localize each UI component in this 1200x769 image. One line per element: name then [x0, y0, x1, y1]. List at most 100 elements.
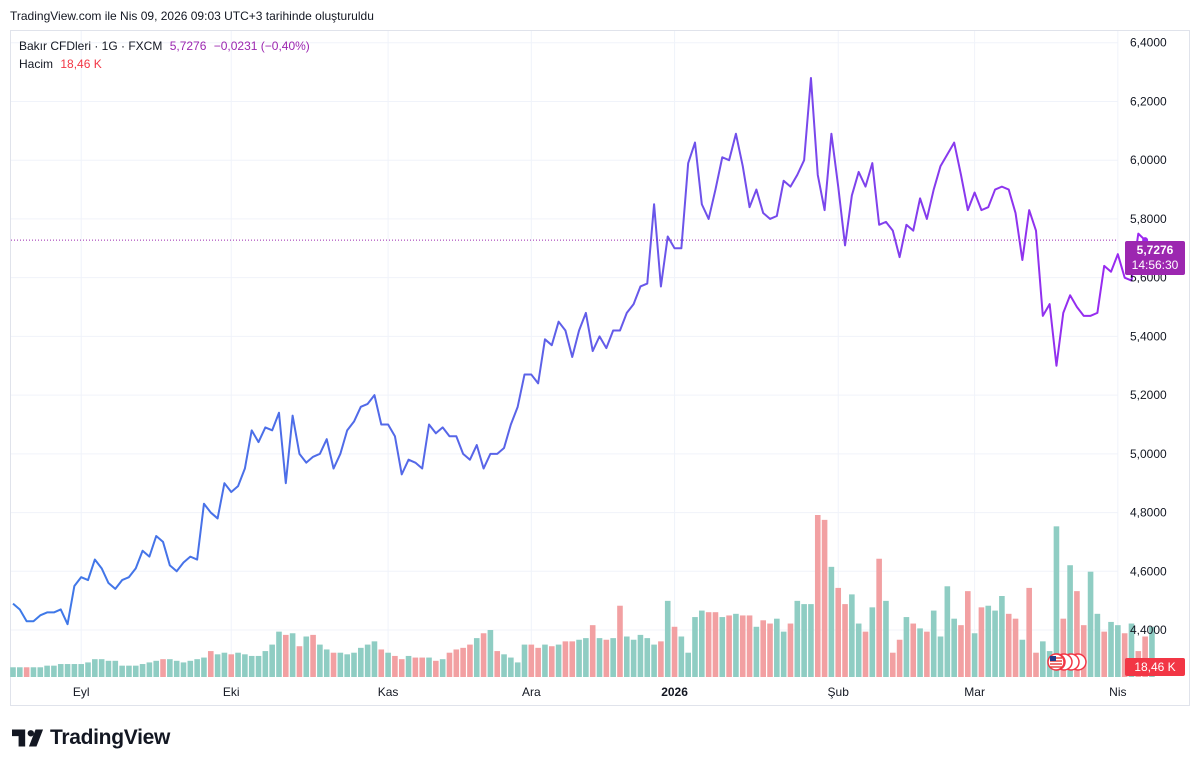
volume-bar: [678, 636, 685, 677]
x-tick-label: Eki: [223, 685, 240, 699]
volume-bar: [398, 659, 405, 677]
volume-bar: [10, 667, 16, 677]
volume-bar: [719, 617, 726, 677]
flag-canton: [1050, 656, 1056, 661]
chart-frame: [10, 30, 1190, 706]
volume-bar: [780, 631, 787, 677]
tradingview-logo[interactable]: TradingView: [12, 726, 170, 750]
volume-bar: [126, 665, 132, 677]
volume-bar: [739, 615, 746, 677]
volume-bar: [37, 667, 44, 677]
volume-bar: [589, 625, 596, 677]
last-price-value: 5,7276: [1136, 243, 1174, 257]
volume-bar: [692, 617, 698, 677]
volume-bar: [924, 631, 930, 677]
volume-bar: [64, 664, 71, 677]
volume-bar: [269, 644, 275, 677]
price-line[interactable]: [12, 76, 1146, 626]
volume-bar: [1115, 625, 1121, 677]
volume-bar: [903, 617, 910, 677]
volume-bar: [767, 623, 773, 677]
volume-bar: [439, 659, 446, 677]
legend-price-row: Bakır CFDleri · 1G · FXCM 5,7276 −0,0231…: [19, 37, 310, 55]
legend-volume-row: Hacim 18,46 K: [19, 55, 310, 73]
volume-bar: [426, 657, 432, 677]
volume-bar: [555, 644, 562, 677]
volume-bar: [1121, 633, 1128, 677]
chart-legend: Bakır CFDleri · 1G · FXCM 5,7276 −0,0231…: [19, 37, 310, 73]
volume-bar: [630, 639, 637, 677]
volume-bar: [596, 638, 603, 677]
legend-volume-label[interactable]: Hacim: [19, 57, 54, 71]
volume-bar: [385, 652, 391, 677]
volume-bar: [958, 625, 964, 677]
volume-bar: [289, 633, 296, 677]
volume-bar: [610, 638, 616, 677]
volume-bar: [835, 587, 842, 677]
volume-bar: [985, 605, 992, 677]
volume-bar: [283, 634, 289, 677]
volume-bar: [51, 665, 57, 677]
volume-bar: [1005, 613, 1012, 677]
volume-bar: [344, 654, 350, 677]
legend-symbol[interactable]: Bakır CFDleri · 1G · FXCM: [19, 39, 163, 53]
x-tick-label: 2026: [661, 685, 688, 699]
volume-bar: [364, 644, 371, 677]
volume-bar: [671, 626, 678, 677]
volume-bar: [910, 623, 917, 677]
tradingview-logo-icon: [12, 729, 44, 747]
volume-bar: [1101, 631, 1107, 677]
volume-bar: [583, 638, 589, 677]
volume-bar: [44, 665, 50, 677]
volume-bar: [562, 641, 569, 677]
volume-bar: [637, 634, 644, 677]
volume-bar: [194, 659, 200, 677]
volume-bar: [814, 515, 821, 677]
volume-bar: [1142, 636, 1148, 677]
bar-countdown: 14:56:30: [1131, 258, 1179, 272]
volume-bar: [1040, 641, 1046, 677]
volume-bar: [889, 652, 896, 677]
legend-price: 5,7276: [169, 39, 207, 53]
volume-bar: [1053, 526, 1060, 677]
volume-bar: [85, 662, 91, 677]
x-tick-label: Nis: [1109, 685, 1126, 699]
volume-bar: [1087, 571, 1094, 677]
volume-bar: [937, 636, 944, 677]
volume-bar: [480, 633, 487, 677]
volume-bar: [849, 594, 855, 677]
volume-tag: 18,46 K: [1125, 658, 1185, 676]
volume-bar: [569, 641, 576, 677]
volume-bar: [23, 667, 30, 677]
volume-bar: [467, 644, 473, 677]
volume-bar: [412, 657, 419, 677]
volume-bar: [603, 639, 610, 677]
y-tick-label: 5,2000: [1130, 388, 1167, 402]
volume-bar: [992, 610, 998, 677]
volume-bar: [1128, 623, 1135, 677]
volume-bar: [535, 647, 541, 677]
volume-bar: [119, 665, 125, 677]
volume-bar: [699, 610, 705, 677]
x-tick-label: Eyl: [73, 685, 90, 699]
volume-bar: [71, 664, 78, 677]
volume-bar: [1060, 618, 1067, 677]
volume-bar: [276, 631, 282, 677]
y-tick-label: 6,0000: [1130, 153, 1167, 167]
volume-bar: [323, 649, 330, 677]
volume-bar: [473, 638, 480, 677]
tradingview-logo-text: TradingView: [50, 726, 171, 749]
volume-bar: [644, 638, 651, 677]
volume-bar: [760, 620, 766, 677]
volume-bar: [944, 586, 951, 677]
volume-bar: [501, 654, 507, 677]
volume-bar: [419, 657, 425, 677]
volume-bar: [17, 667, 23, 677]
volume-bar: [1012, 618, 1019, 677]
volume-bar: [965, 591, 971, 677]
volume-bar: [712, 612, 719, 677]
volume-bar: [787, 623, 794, 677]
volume-bar: [358, 647, 364, 677]
volume-bar: [30, 667, 37, 677]
